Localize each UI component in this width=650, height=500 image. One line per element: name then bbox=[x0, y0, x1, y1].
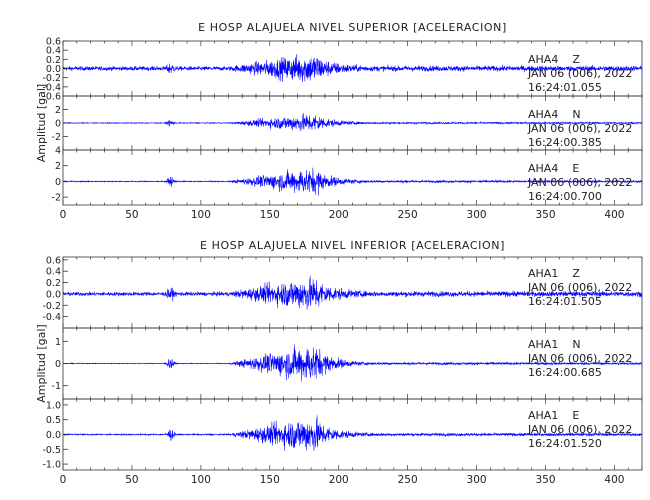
channel-date: JAN 06 (006), 2022 bbox=[527, 352, 632, 365]
y-tick-label: -0.6 bbox=[42, 92, 61, 103]
channel-date: JAN 06 (006), 2022 bbox=[527, 281, 632, 294]
x-tick-label: 50 bbox=[125, 474, 138, 486]
channel-name: AHA4 N bbox=[528, 108, 581, 121]
component-code: E bbox=[572, 162, 579, 175]
component-code: Z bbox=[572, 267, 580, 280]
y-tick-label: -2 bbox=[52, 132, 61, 143]
waveform-series bbox=[62, 344, 643, 382]
y-tick-label: 2 bbox=[55, 161, 61, 172]
channel-name: AHA1 N bbox=[528, 338, 581, 351]
x-tick-label: 0 bbox=[60, 474, 67, 486]
channel-date: JAN 06 (006), 2022 bbox=[527, 67, 632, 80]
y-tick-label: 0 bbox=[55, 177, 61, 188]
x-tick-label: 350 bbox=[535, 474, 555, 486]
x-tick-label: 150 bbox=[260, 474, 280, 486]
y-tick-label: 0.5 bbox=[46, 415, 61, 426]
y-tick-label: -0.4 bbox=[42, 82, 61, 93]
y-tick-label: -1.0 bbox=[42, 460, 61, 471]
component-code: E bbox=[572, 409, 579, 422]
channel-name: AHA4 E bbox=[528, 162, 579, 175]
y-tick-label: 0 bbox=[55, 359, 61, 370]
channel-time: 16:24:00.385 bbox=[528, 136, 602, 149]
y-tick-label: 1 bbox=[55, 337, 61, 348]
x-tick-label: 250 bbox=[398, 209, 418, 221]
y-tick-label: 0.0 bbox=[46, 289, 61, 300]
component-code: Z bbox=[572, 53, 580, 66]
y-tick-label: 0.0 bbox=[46, 430, 61, 441]
y-tick-label: -1 bbox=[52, 381, 61, 392]
channel-name: AHA1 E bbox=[528, 409, 579, 422]
x-tick-label: 0 bbox=[60, 209, 67, 221]
x-tick-label: 200 bbox=[329, 474, 349, 486]
station-code: AHA4 bbox=[528, 108, 558, 121]
chart-title: E HOSP ALAJUELA NIVEL SUPERIOR [ACELERAC… bbox=[198, 21, 507, 34]
y-tick-label: 0.0 bbox=[46, 64, 61, 75]
x-tick-label: 300 bbox=[467, 209, 487, 221]
channel-date: JAN 06 (006), 2022 bbox=[527, 423, 632, 436]
channel-time: 16:24:00.700 bbox=[528, 190, 602, 203]
x-tick-label: 200 bbox=[329, 209, 349, 221]
chart-block-2: E HOSP ALAJUELA NIVEL INFERIOR [ACELERAC… bbox=[35, 239, 643, 486]
channel-date: JAN 06 (006), 2022 bbox=[527, 176, 632, 189]
y-tick-label: 0.2 bbox=[46, 278, 61, 289]
station-code: AHA1 bbox=[528, 338, 558, 351]
channel-time: 16:24:00.685 bbox=[528, 366, 602, 379]
x-tick-label: 400 bbox=[604, 209, 624, 221]
component-code: N bbox=[572, 108, 580, 121]
y-tick-label: 0.4 bbox=[46, 46, 61, 57]
waveform-series bbox=[62, 113, 643, 132]
channel-time: 16:24:01.055 bbox=[528, 81, 602, 94]
x-tick-label: 100 bbox=[191, 474, 211, 486]
y-tick-label: -0.2 bbox=[42, 301, 61, 312]
x-tick-label: 100 bbox=[191, 209, 211, 221]
y-tick-label: 0.2 bbox=[46, 55, 61, 66]
y-tick-label: -0.4 bbox=[42, 312, 61, 323]
x-tick-label: 350 bbox=[535, 209, 555, 221]
station-code: AHA4 bbox=[528, 162, 558, 175]
waveform-series bbox=[62, 415, 643, 451]
channel-time: 16:24:01.520 bbox=[528, 437, 602, 450]
channel-time: 16:24:01.505 bbox=[528, 295, 602, 308]
waveform-series bbox=[62, 275, 643, 310]
y-tick-label: 0.4 bbox=[46, 267, 61, 278]
y-tick-label: 0 bbox=[55, 119, 61, 130]
y-tick-label: 0.6 bbox=[46, 255, 61, 266]
x-tick-label: 150 bbox=[260, 209, 280, 221]
y-tick-label: -0.5 bbox=[42, 445, 61, 456]
y-tick-label: 0.6 bbox=[46, 37, 61, 48]
chart-block-1: E HOSP ALAJUELA NIVEL SUPERIOR [ACELERAC… bbox=[35, 21, 643, 221]
waveform-series bbox=[62, 54, 643, 83]
channel-name: AHA1 Z bbox=[528, 267, 580, 280]
y-tick-label: 2 bbox=[55, 105, 61, 116]
waveform-series bbox=[62, 167, 643, 196]
x-tick-label: 300 bbox=[467, 474, 487, 486]
y-tick-label: -0.2 bbox=[42, 73, 61, 84]
y-tick-label: 1.0 bbox=[46, 400, 61, 411]
y-tick-label: 4 bbox=[55, 146, 61, 157]
y-axis-label: Amplitud [gal] bbox=[35, 324, 48, 402]
x-tick-label: 250 bbox=[398, 474, 418, 486]
x-tick-label: 400 bbox=[604, 474, 624, 486]
channel-date: JAN 06 (006), 2022 bbox=[527, 122, 632, 135]
y-tick-label: -2 bbox=[52, 193, 61, 204]
y-axis-label: Amplitud [gal] bbox=[35, 84, 48, 162]
station-code: AHA1 bbox=[528, 267, 558, 280]
chart-title: E HOSP ALAJUELA NIVEL INFERIOR [ACELERAC… bbox=[200, 239, 505, 252]
station-code: AHA4 bbox=[528, 53, 558, 66]
component-code: N bbox=[572, 338, 580, 351]
x-tick-label: 50 bbox=[125, 209, 138, 221]
station-code: AHA1 bbox=[528, 409, 558, 422]
channel-name: AHA4 Z bbox=[528, 53, 580, 66]
